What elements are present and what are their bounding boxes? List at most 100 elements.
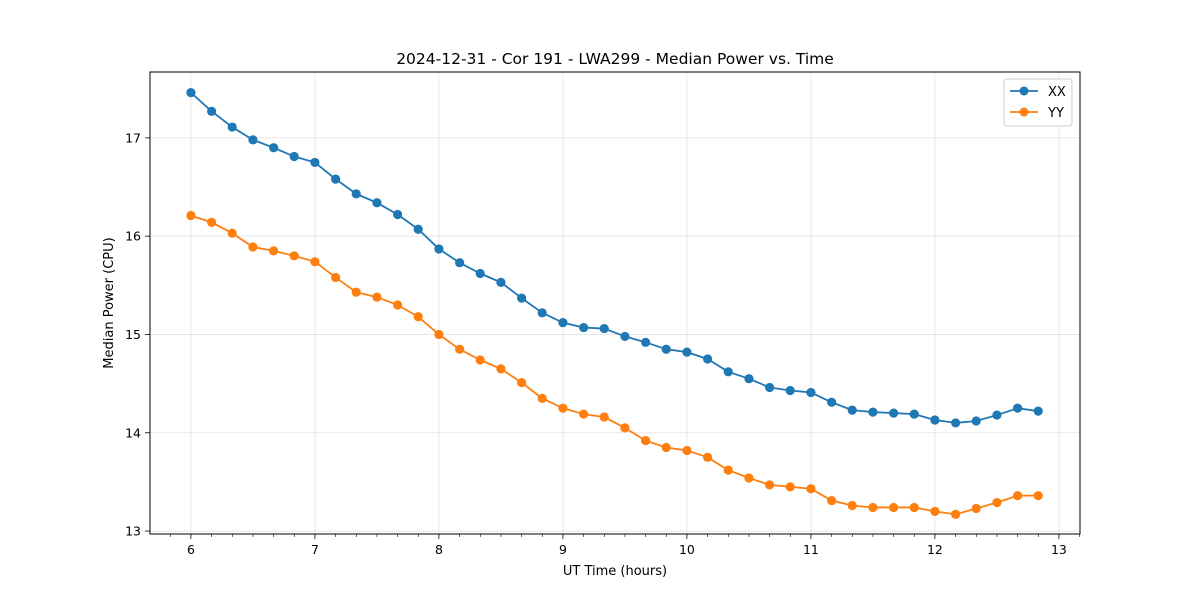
data-point-xx — [992, 410, 1002, 420]
data-point-yy — [351, 287, 361, 297]
data-point-xx — [765, 382, 775, 393]
y-axis-title: Median Power (CPU) — [102, 237, 117, 368]
data-point-xx — [620, 331, 630, 342]
data-point-yy — [537, 393, 547, 403]
data-point-xx — [496, 277, 506, 287]
data-point-xx — [393, 209, 403, 220]
data-point-xx — [558, 318, 568, 328]
data-point-yy — [682, 445, 692, 456]
data-point-xx — [641, 337, 651, 347]
x-tick-label: 13 — [1051, 542, 1067, 557]
data-point-yy — [765, 480, 775, 490]
data-point-yy — [971, 503, 981, 514]
data-point-yy — [372, 292, 382, 302]
data-point-yy — [806, 484, 816, 494]
data-point-xx — [661, 344, 671, 354]
y-tick-label: 15 — [125, 327, 141, 342]
data-point-yy — [227, 228, 237, 238]
data-point-xx — [186, 88, 196, 98]
data-point-xx — [455, 258, 465, 268]
data-point-yy — [1033, 491, 1043, 501]
data-point-yy — [992, 497, 1002, 508]
data-point-yy — [475, 355, 485, 365]
x-tick-label: 10 — [679, 542, 695, 557]
x-tick-label: 11 — [803, 542, 819, 557]
data-point-xx — [744, 374, 754, 384]
data-point-yy — [310, 257, 320, 267]
x-tick-label: 12 — [927, 542, 943, 557]
data-point-xx — [413, 224, 423, 234]
data-point-yy — [703, 452, 713, 462]
data-point-yy — [620, 423, 630, 433]
y-tick-label: 14 — [125, 425, 141, 440]
data-point-xx — [289, 151, 299, 162]
legend-marker-yy — [1019, 107, 1029, 117]
legend-label-yy: YY — [1047, 106, 1064, 121]
data-point-yy — [393, 300, 403, 310]
data-point-xx — [785, 385, 795, 396]
y-tick-label: 16 — [125, 229, 141, 244]
data-point-xx — [579, 322, 589, 333]
data-point-xx — [475, 268, 485, 279]
tick-layer: 6 7 8 9 10 11 12 13 13 14 15 16 17 — [125, 130, 1080, 557]
data-point-xx — [269, 143, 279, 153]
y-tick-label: 17 — [125, 130, 141, 145]
data-point-xx — [351, 189, 361, 199]
data-point-xx — [434, 244, 444, 254]
data-point-xx — [951, 418, 961, 428]
data-point-yy — [744, 473, 754, 483]
data-point-yy — [517, 378, 527, 388]
data-point-yy — [930, 506, 940, 516]
data-point-xx — [723, 367, 733, 377]
data-point-xx — [930, 415, 940, 425]
data-point-xx — [517, 293, 527, 303]
series-yy — [186, 210, 1043, 519]
data-point-xx — [227, 122, 237, 132]
data-point-yy — [269, 246, 279, 256]
data-point-yy — [909, 502, 919, 513]
data-point-yy — [868, 502, 878, 513]
plot-frame — [149, 71, 1081, 535]
data-point-xx — [847, 405, 857, 415]
legend-marker-xx — [1019, 86, 1029, 96]
data-point-xx — [1013, 403, 1023, 413]
data-point-yy — [331, 272, 341, 283]
data-point-yy — [847, 500, 857, 511]
data-point-xx — [703, 354, 713, 364]
x-tick-label: 6 — [187, 542, 195, 557]
data-point-yy — [186, 210, 196, 221]
data-point-xx — [248, 135, 258, 145]
data-point-yy — [207, 217, 217, 227]
data-point-yy — [558, 403, 568, 413]
data-point-yy — [496, 364, 506, 374]
data-point-yy — [289, 251, 299, 261]
data-point-yy — [455, 344, 465, 354]
data-point-xx — [682, 347, 692, 357]
x-tick-label: 9 — [559, 542, 567, 557]
data-point-xx — [537, 308, 547, 318]
data-point-yy — [248, 242, 258, 252]
series-layer — [186, 88, 1043, 519]
data-point-yy — [579, 409, 589, 419]
data-point-xx — [806, 387, 816, 398]
data-point-yy — [889, 502, 899, 513]
x-axis-title: UT Time (hours) — [563, 564, 667, 579]
grid-layer — [150, 72, 1080, 534]
data-point-yy — [1013, 491, 1023, 501]
data-point-yy — [951, 509, 961, 519]
data-point-xx — [599, 323, 609, 334]
data-point-xx — [868, 407, 878, 417]
data-point-xx — [1033, 406, 1043, 416]
legend-label-xx: XX — [1048, 85, 1066, 100]
data-point-xx — [331, 174, 341, 184]
series-xx — [186, 88, 1043, 428]
x-tick-label: 8 — [435, 542, 443, 557]
data-point-xx — [827, 397, 837, 407]
data-point-yy — [661, 442, 671, 453]
data-point-yy — [785, 482, 795, 492]
data-point-xx — [372, 198, 382, 208]
data-point-yy — [723, 465, 733, 475]
data-point-xx — [889, 408, 899, 418]
data-point-yy — [413, 312, 423, 322]
